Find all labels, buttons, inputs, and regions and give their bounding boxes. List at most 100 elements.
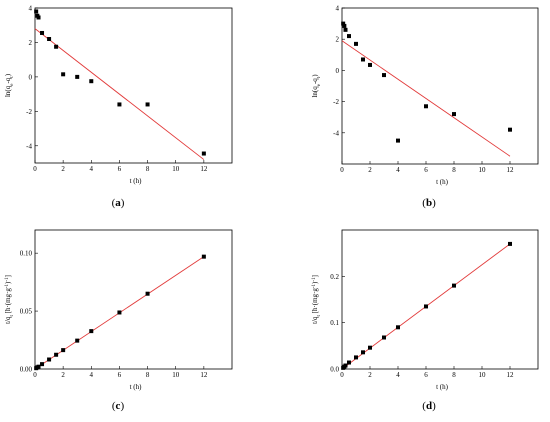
ylabel-part: e (10, 83, 15, 86)
plot-frame (34, 229, 233, 370)
x-tick-label: 8 (452, 166, 456, 174)
data-point (396, 138, 400, 143)
y-axis-label: t/qt [h·(mg·g-1)-1] (311, 275, 322, 324)
x-tick-label: 4 (396, 166, 400, 174)
ylabel-part: t (317, 315, 322, 317)
x-tick-label: 10 (479, 371, 487, 379)
data-point (368, 62, 372, 67)
ylabel-part: -q (4, 77, 12, 83)
ylabel-part: ) (311, 281, 319, 284)
y-tick-label: 0.00 (20, 366, 33, 374)
caption-paren: ) (432, 197, 436, 209)
plot-frame (341, 7, 539, 165)
data-point (347, 360, 351, 365)
caption-letter: b (426, 197, 432, 209)
y-tick-label: 0 (336, 67, 340, 75)
y-axis-label: ln(qe-qt) (311, 74, 322, 98)
data-point (343, 27, 348, 32)
data-point (354, 355, 358, 360)
x-tick-label: 2 (61, 165, 65, 173)
data-point (89, 79, 94, 84)
x-tick-label: 0 (340, 371, 344, 379)
fit-line (34, 28, 205, 160)
ylabel-part: t/q (311, 316, 319, 324)
data-point (424, 304, 428, 309)
caption-letter: d (426, 400, 432, 412)
data-point (117, 310, 122, 315)
data-point (382, 73, 386, 78)
ylabel-part: t (10, 76, 15, 78)
x-axis-label: t (h) (130, 383, 143, 391)
x-tick-label: 8 (146, 371, 150, 379)
data-point (368, 345, 372, 350)
data-point (354, 41, 358, 46)
data-point (117, 102, 122, 107)
ylabel-part: -q (311, 78, 319, 84)
caption-letter: c (116, 400, 121, 412)
panel-caption: (d) (422, 400, 436, 412)
y-tick-label: 0.0 (330, 366, 339, 374)
data-point (201, 254, 206, 259)
data-point (36, 15, 41, 20)
x-tick-label: 4 (90, 165, 94, 173)
x-tick-label: 2 (368, 166, 372, 174)
panel-caption: (a) (112, 197, 125, 209)
y-tick-label: -4 (333, 129, 339, 137)
data-point (40, 30, 45, 35)
ylabel-part: [h·(mg·g (311, 288, 319, 316)
data-point (75, 338, 80, 343)
data-point (36, 364, 41, 369)
data-point (145, 291, 150, 296)
x-tick-label: 8 (146, 165, 150, 173)
data-point (347, 34, 351, 39)
plot-frame (341, 229, 539, 370)
y-tick-label: 0.2 (330, 273, 339, 281)
data-point (343, 363, 348, 368)
y-tick-label: 4 (336, 5, 340, 13)
x-tick-label: 6 (424, 371, 428, 379)
x-tick-label: 6 (118, 165, 122, 173)
data-point (452, 283, 456, 288)
caption-paren: ( (422, 197, 426, 209)
plot-frame (34, 7, 233, 164)
x-tick-label: 4 (90, 371, 94, 379)
ylabel-part: t (10, 315, 15, 317)
data-point (40, 362, 45, 367)
data-point (34, 9, 39, 14)
caption-paren: ( (422, 400, 426, 412)
ylabel-part: ] (311, 275, 319, 277)
data-point (341, 21, 346, 26)
data-point (201, 151, 206, 156)
y-tick-label: 2 (336, 36, 340, 44)
data-point (61, 348, 66, 353)
data-point (47, 357, 52, 362)
caption-paren: ) (121, 197, 125, 209)
ylabel-part: ) (4, 281, 12, 284)
panel-caption: (c) (112, 400, 125, 412)
data-point (361, 57, 365, 62)
y-tick-label: -2 (26, 108, 32, 116)
y-tick-label: 4 (29, 5, 33, 13)
y-tick-label: 0.1 (330, 319, 339, 327)
data-point (342, 23, 347, 28)
x-axis-label: t (h) (436, 383, 449, 391)
x-tick-label: 0 (340, 166, 344, 174)
x-tick-label: 12 (507, 166, 515, 174)
x-tick-label: 8 (452, 371, 456, 379)
data-point (396, 325, 400, 330)
data-point (508, 127, 512, 132)
x-axis-label: t (h) (436, 178, 449, 186)
data-point (54, 44, 59, 49)
panel-caption: (b) (422, 197, 436, 209)
data-point (508, 241, 512, 246)
chart-panel-2: 0 2 4 6 8 10 120.000.050.10t (h)t/qt [h·(mg·g-… (4, 229, 233, 412)
y-tick-label: -4 (26, 142, 32, 150)
caption-paren: ( (112, 400, 116, 412)
data-point (54, 352, 59, 357)
ylabel-part: -1 (5, 277, 10, 282)
data-point (452, 112, 456, 117)
x-axis-label: t (h) (130, 177, 143, 185)
ylabel-part: ln(q (311, 86, 319, 98)
